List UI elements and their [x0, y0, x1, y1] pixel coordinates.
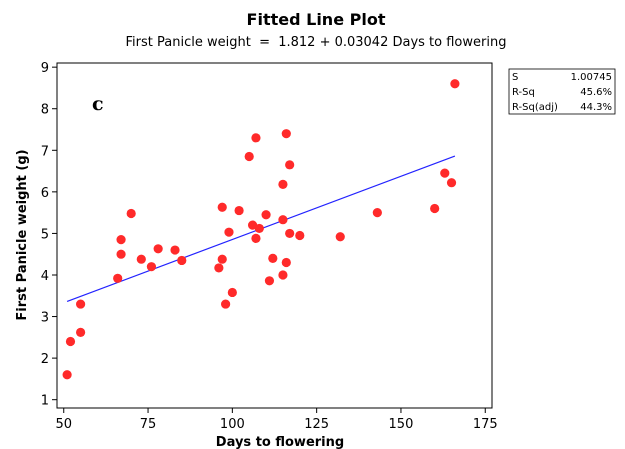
data-point [295, 230, 305, 241]
data-point [281, 129, 291, 139]
y-tick-label: 4 [41, 269, 49, 284]
chart-subtitle: First Panicle weight = 1.812 + 0.03042 D… [126, 35, 507, 50]
data-point [278, 179, 288, 189]
stats-value: 45.6% [580, 87, 612, 98]
data-point [146, 262, 157, 272]
x-tick-label: 150 [389, 417, 414, 432]
y-axis-ticks: 1 2 3 4 5 6 7 8 9 [41, 61, 57, 409]
x-tick-label: 50 [55, 417, 72, 432]
y-tick-label: 5 [41, 227, 49, 242]
data-point [251, 133, 261, 143]
stats-value: 44.3% [580, 102, 612, 113]
data-point [177, 255, 187, 266]
data-point [440, 168, 450, 178]
data-point [153, 244, 163, 254]
x-tick-label: 75 [140, 417, 157, 432]
x-tick-label: 175 [473, 417, 498, 432]
data-point [234, 205, 244, 216]
stats-label: S [512, 72, 518, 83]
data-point [76, 299, 86, 309]
data-point [430, 203, 440, 214]
y-tick-label: 3 [41, 311, 49, 326]
data-point [116, 235, 126, 245]
data-point [76, 327, 86, 337]
y-tick-label: 1 [41, 394, 49, 409]
stats-label: R-Sq(adj) [512, 102, 558, 113]
data-point [224, 227, 234, 237]
data-point [372, 208, 382, 218]
data-point [261, 210, 271, 220]
y-tick-label: 7 [41, 144, 49, 159]
y-tick-label: 8 [41, 103, 49, 118]
data-point [227, 287, 237, 298]
data-point [217, 254, 227, 264]
data-point [278, 215, 288, 225]
data-point [116, 249, 126, 259]
data-point [126, 208, 136, 219]
x-axis-ticks: 50 75 100 125 150 175 [55, 408, 498, 432]
stats-label: R-Sq [512, 87, 535, 98]
data-point [450, 79, 460, 89]
data-point [264, 276, 275, 286]
y-tick-label: 6 [41, 186, 49, 201]
stats-table [508, 68, 616, 115]
y-axis-label: First Panicle weight (g) [15, 149, 30, 320]
data-point [281, 257, 291, 268]
data-point [214, 263, 224, 273]
data-point [221, 299, 231, 309]
x-tick-label: 100 [220, 417, 245, 432]
data-point [268, 253, 278, 263]
data-point [113, 273, 123, 283]
x-axis-label: Days to flowering [216, 435, 344, 449]
data-point [285, 228, 295, 239]
y-tick-label: 2 [41, 352, 49, 367]
data-point [278, 270, 288, 280]
data-point [244, 151, 254, 162]
data-point [285, 160, 295, 170]
stats-value: 1.00745 [571, 72, 612, 83]
data-point [65, 336, 76, 347]
y-tick-label: 9 [41, 61, 49, 76]
data-point [136, 254, 146, 264]
plot-area: 1 2 3 4 5 6 7 8 9 50 75 100 125 150 175 c [41, 61, 498, 432]
stats-box: S 1.00745 R-Sq 45.6% R-Sq(adj) 44.3% [508, 68, 616, 115]
x-tick-label: 125 [304, 417, 329, 432]
plot-frame [56, 62, 493, 409]
data-point [62, 370, 72, 380]
data-point [217, 202, 227, 212]
data-point [446, 178, 457, 188]
data-point [251, 233, 261, 244]
data-point [335, 232, 345, 242]
data-point [170, 245, 180, 255]
data-points [62, 79, 460, 380]
chart-title: Fitted Line Plot [247, 10, 386, 29]
panel-label: c [92, 93, 104, 115]
data-point [254, 223, 264, 234]
